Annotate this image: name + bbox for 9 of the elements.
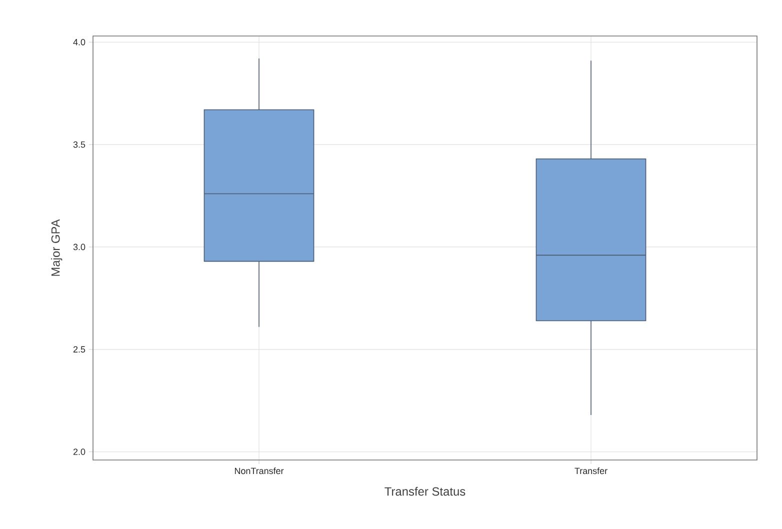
x-tick-label: NonTransfer xyxy=(234,468,284,474)
y-tick-label: 2.0 xyxy=(73,448,86,455)
y-tick-label: 4.0 xyxy=(73,38,86,46)
x-axis-title: Transfer Status xyxy=(384,486,466,496)
y-tick-label: 3.0 xyxy=(73,244,86,250)
y-axis-title: Major GPA xyxy=(51,219,62,276)
y-tick-label: 2.5 xyxy=(73,346,86,353)
y-tick-label: 3.5 xyxy=(73,141,86,148)
x-tick-label: Transfer xyxy=(574,468,608,474)
